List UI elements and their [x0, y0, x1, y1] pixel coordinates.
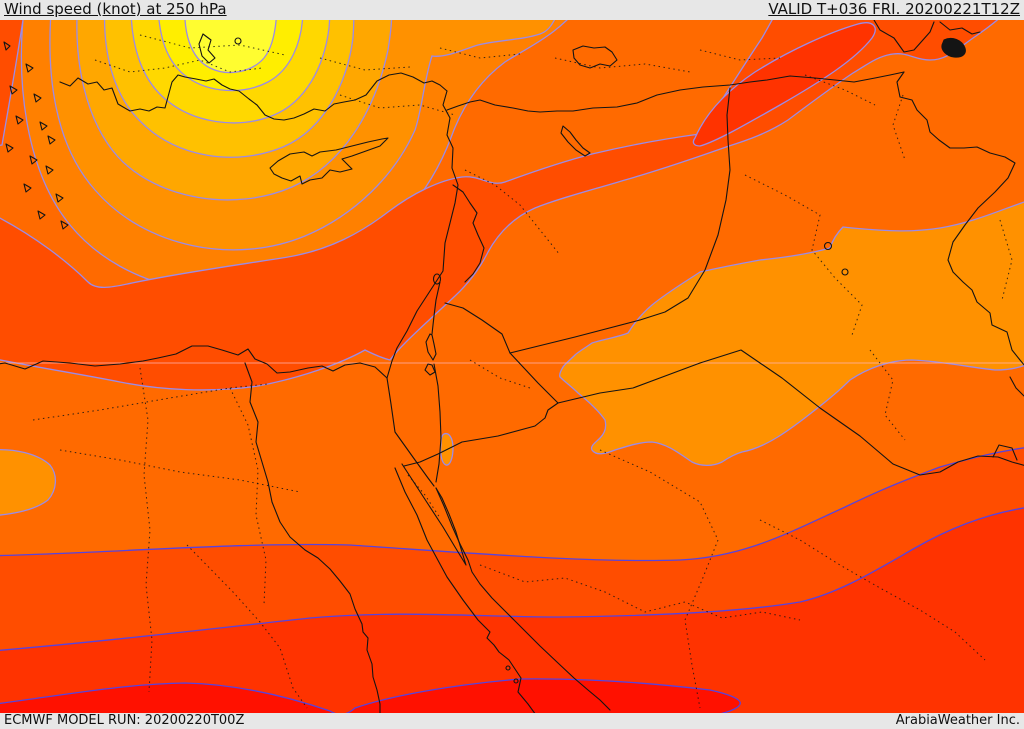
contour-bands	[0, 20, 1024, 713]
contour-blob-se-turkey	[692, 22, 876, 147]
border-georgia-armenia	[939, 21, 981, 35]
lake-assad	[560, 125, 591, 157]
lake-tharthar	[823, 241, 833, 251]
dead-sea	[424, 333, 437, 376]
lake-van	[572, 45, 618, 69]
lake-razazza	[841, 268, 849, 276]
contour-band-south-2	[0, 507, 1024, 713]
coastline-red-sea-east	[435, 487, 611, 711]
red-sea-island-2	[513, 678, 519, 684]
sea-of-galilee	[432, 273, 442, 285]
border-jordan-iraq	[509, 319, 641, 354]
sinai-peninsula	[401, 463, 467, 566]
border-syria-iraq	[639, 87, 731, 321]
credit-label: ArabiaWeather Inc.	[895, 713, 1020, 728]
admin-dotted-iraq-2	[892, 94, 906, 161]
border-jordan-valley	[431, 281, 442, 483]
border-iraq-iran	[896, 71, 1024, 366]
model-run-label: ECMWF MODEL RUN: 20200220T00Z	[4, 713, 245, 728]
lake-urmia	[941, 37, 966, 58]
border-syria-jordan	[444, 302, 511, 354]
title-bar: Wind speed (knot) at 250 hPa VALID T+036…	[0, 0, 1024, 20]
wind-speed-map	[0, 20, 1024, 713]
admin-dotted-turkey-1	[139, 34, 286, 56]
nile-river	[244, 362, 381, 713]
contour-lens-south-red	[0, 678, 741, 713]
red-sea-island-1	[505, 665, 511, 671]
coastline-egypt-delta	[0, 345, 388, 379]
lake-tuz	[198, 33, 216, 64]
border-lebanon	[452, 184, 485, 283]
lake-beysehir	[234, 37, 242, 45]
border-turkey-syria-iraq	[446, 71, 905, 113]
admin-dotted-egypt-4	[186, 544, 308, 709]
coastline-turkey	[59, 72, 448, 121]
admin-dotted-egypt-2	[32, 383, 269, 421]
map-title: Wind speed (knot) at 250 hPa	[4, 0, 227, 18]
border-egypt-israel	[386, 377, 435, 487]
border-jordan-saudi	[403, 402, 559, 467]
geography	[0, 20, 1024, 713]
coastline-levant	[386, 90, 459, 379]
admin-dotted-egypt-5	[59, 449, 301, 493]
admin-dotted-saudi-2	[479, 564, 801, 621]
valid-time-label: VALID T+036 FRI. 20200221T12Z	[768, 0, 1020, 18]
admin-dotted-syria-1	[464, 169, 561, 256]
admin-dotted-iraq-1	[744, 174, 863, 336]
admin-dotted-sinai	[407, 474, 441, 519]
admin-dotted-saudi-4	[869, 349, 906, 441]
coastline-gulf-sliver	[1009, 376, 1024, 397]
admin-dotted-turkey-7	[94, 59, 263, 73]
admin-dotted-turkey-5	[699, 49, 781, 61]
contour-oval-west-edge	[0, 449, 57, 516]
aegean-islands	[3, 41, 69, 230]
admin-boundaries	[32, 34, 1013, 709]
border-iraq-saudi	[509, 349, 1024, 476]
admin-dotted-jordan	[469, 359, 531, 389]
border-caucasus	[873, 20, 935, 53]
admin-dotted-turkey-2	[319, 57, 411, 71]
admin-dotted-turkey-6	[804, 74, 876, 106]
coastline-red-sea-west	[394, 467, 536, 713]
contour-swath-west-strip	[0, 20, 24, 146]
credit-bar: ECMWF MODEL RUN: 20200220T00Z ArabiaWeat…	[0, 713, 1024, 729]
cyprus-island	[269, 137, 389, 185]
admin-dotted-turkey-3	[439, 47, 521, 59]
admin-dotted-saudi-3	[759, 519, 986, 661]
admin-dotted-egypt-3	[229, 387, 267, 606]
admin-dotted-turkey-8	[339, 94, 456, 116]
contour-ring-core	[184, 20, 277, 74]
contour-tongue-northeast	[558, 201, 1024, 467]
border-kuwait	[992, 444, 1018, 461]
